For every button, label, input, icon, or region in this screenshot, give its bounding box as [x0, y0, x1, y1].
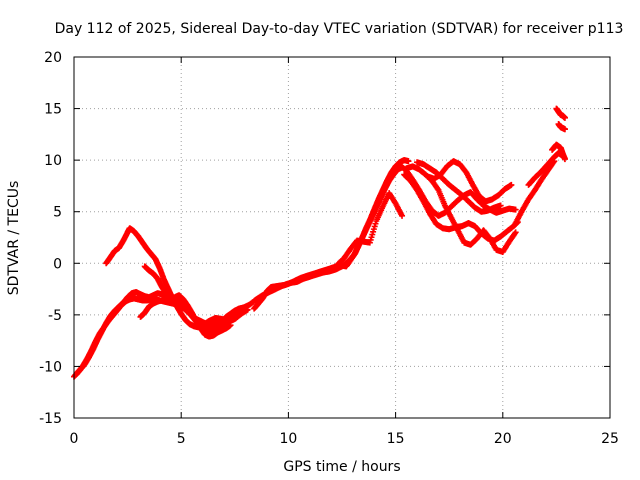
x-tick-label: 15: [387, 431, 405, 447]
data-point: [434, 185, 441, 192]
x-tick-label: 25: [601, 431, 619, 447]
series-trace-k: [403, 163, 519, 255]
y-tick-label: 10: [44, 153, 62, 169]
y-tick-label: 20: [44, 50, 62, 66]
y-tick-label: 0: [53, 256, 62, 272]
axis-ticks: 0 5 10 15 20 25 -15 -10 -5 0 5 10 15 20: [39, 50, 619, 447]
y-axis-label: SDTVAR / TECUs: [6, 181, 22, 296]
series-trace-l: [414, 159, 504, 215]
plot-frame: [73, 56, 611, 419]
data-point: [561, 114, 568, 121]
x-tick-label: 0: [70, 431, 79, 447]
series-trace-q: [553, 105, 568, 121]
data-point: [399, 212, 406, 219]
y-tick-label: -15: [39, 411, 62, 427]
data-point: [508, 181, 515, 188]
data-points: [71, 105, 568, 380]
y-tick-label: -10: [39, 359, 62, 375]
y-tick-label: 15: [44, 102, 62, 118]
data-point: [511, 230, 518, 237]
series-trace-e: [137, 295, 208, 327]
data-point: [405, 158, 412, 165]
x-axis-label: GPS time / hours: [283, 459, 400, 475]
data-point: [561, 126, 568, 133]
series-trace-h: [334, 190, 406, 268]
x-tick-label: 20: [494, 431, 512, 447]
series-trace-f: [240, 157, 412, 311]
data-point: [512, 206, 519, 213]
y-tick-label: -5: [48, 308, 62, 324]
x-tick-label: 10: [279, 431, 297, 447]
chart-title: Day 112 of 2025, Sidereal Day-to-day VTE…: [55, 21, 624, 37]
data-point: [497, 202, 504, 209]
series-trace-o: [525, 149, 566, 188]
series-trace-p: [549, 141, 568, 163]
series-trace-r: [555, 121, 568, 133]
data-point: [512, 229, 519, 236]
y-tick-label: 5: [53, 205, 62, 221]
series-trace-m: [424, 158, 515, 205]
data-point: [201, 320, 208, 327]
grid: [74, 57, 610, 418]
series-trace-g: [251, 164, 406, 312]
x-tick-label: 5: [177, 431, 186, 447]
data-point: [561, 156, 568, 163]
series-trace-n: [512, 158, 558, 227]
